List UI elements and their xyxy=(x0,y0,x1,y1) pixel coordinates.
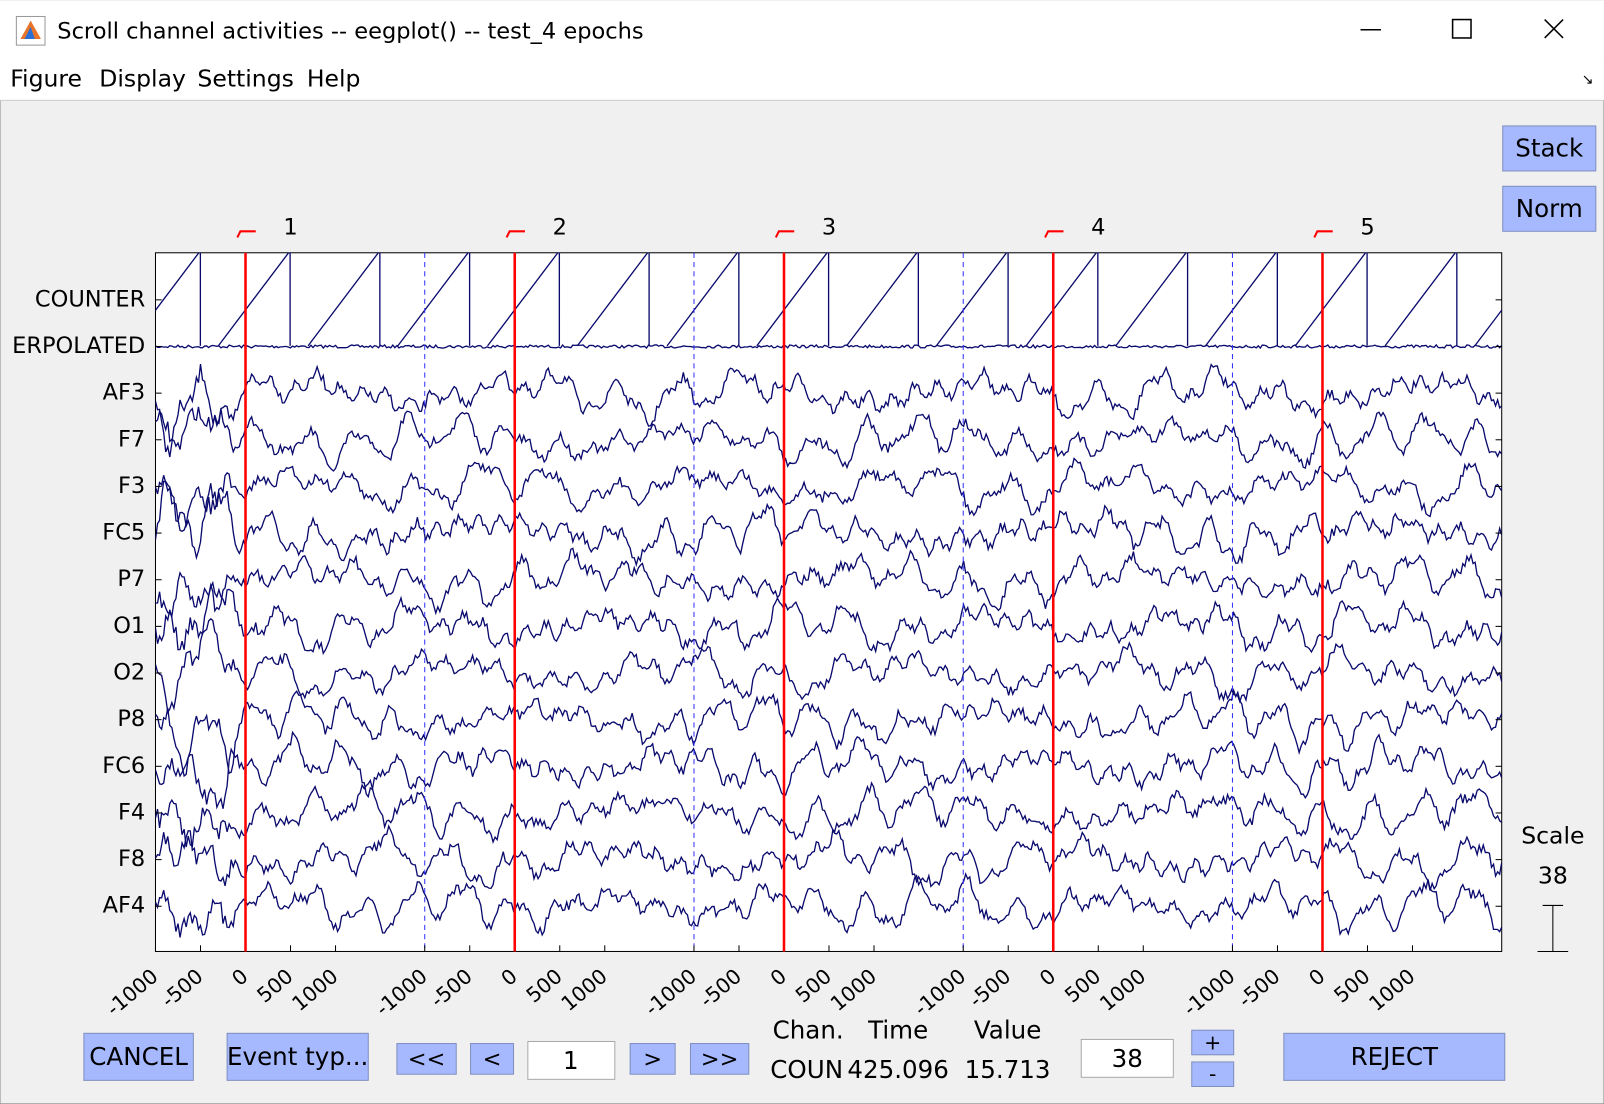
event-flag xyxy=(774,230,795,238)
reject-button[interactable] xyxy=(1283,1032,1506,1081)
eeg-trace xyxy=(155,687,1502,778)
menu-item[interactable]: Settings xyxy=(197,64,293,92)
traces xyxy=(155,252,1502,938)
channel-label: O1 xyxy=(113,613,145,639)
epoch-input-value: 1 xyxy=(563,1046,579,1075)
stack-button-label: Stack xyxy=(1515,133,1584,162)
scale-down-button-label: - xyxy=(1209,1062,1216,1086)
eeg-trace xyxy=(155,730,1502,810)
readout-value: COUN xyxy=(770,1055,843,1084)
channel-label: FC6 xyxy=(102,753,145,779)
window-title: Scroll channel activities -- eegplot() -… xyxy=(57,18,643,44)
eeg-trace xyxy=(155,480,1502,568)
stack-button[interactable] xyxy=(1502,125,1597,172)
scale-up-button-label: + xyxy=(1204,1031,1221,1055)
eeg-trace xyxy=(155,363,1502,458)
eeg-trace xyxy=(155,457,1502,532)
title-bar xyxy=(0,0,1604,59)
cancel-button-label: CANCEL xyxy=(89,1042,188,1071)
cancel-button[interactable] xyxy=(83,1032,194,1081)
prev-button-label: < xyxy=(483,1046,502,1072)
event-types-button-label: Event typ... xyxy=(227,1042,368,1071)
scale-value: 38 xyxy=(1538,861,1568,889)
channel-label: AF3 xyxy=(103,380,146,406)
channel-label: F8 xyxy=(118,846,145,872)
norm-button[interactable] xyxy=(1502,185,1597,232)
channel-label: P7 xyxy=(117,566,145,592)
scale-input[interactable] xyxy=(1080,1038,1174,1078)
next-button-label: > xyxy=(643,1046,662,1072)
menu-item[interactable]: Figure xyxy=(10,64,82,92)
epoch-input[interactable] xyxy=(527,1040,616,1080)
scale-down-button[interactable] xyxy=(1191,1061,1235,1088)
dock-icon[interactable]: ↘ xyxy=(1582,72,1594,88)
readout-header: Value xyxy=(974,1015,1041,1044)
eeg-trace xyxy=(155,547,1502,618)
readout-value: 425.096 xyxy=(847,1055,949,1084)
close-button[interactable] xyxy=(1544,19,1564,39)
eeg-trace xyxy=(155,343,1502,350)
first-button-label: << xyxy=(408,1046,446,1072)
eeg-trace xyxy=(155,618,1502,715)
epoch-number: 1 xyxy=(283,215,297,241)
channel-label: FC5 xyxy=(102,520,145,546)
reject-button-label: REJECT xyxy=(1351,1042,1439,1071)
last-button[interactable] xyxy=(689,1043,750,1075)
plot-area xyxy=(154,252,1503,952)
channel-label: ERPOLATED xyxy=(12,333,145,359)
next-button[interactable] xyxy=(629,1043,676,1075)
maximize-button[interactable] xyxy=(1451,18,1472,39)
norm-button-label: Norm xyxy=(1516,194,1583,223)
epoch-number: 2 xyxy=(553,215,567,241)
scale-label: Scale xyxy=(1521,821,1584,849)
app-icon xyxy=(15,15,46,46)
eeg-trace xyxy=(155,406,1502,472)
menu-item[interactable]: Display xyxy=(99,64,186,92)
eeg-trace xyxy=(155,778,1502,848)
menu-item[interactable]: Help xyxy=(307,64,361,92)
readout-header: Time xyxy=(867,1015,928,1044)
eeg-trace xyxy=(155,580,1502,655)
epoch-number: 4 xyxy=(1091,215,1105,241)
epoch-number: 5 xyxy=(1360,215,1374,241)
scale-input-value: 38 xyxy=(1112,1044,1143,1073)
epoch-number: 3 xyxy=(822,215,836,241)
prev-button[interactable] xyxy=(470,1043,515,1075)
channel-label: P8 xyxy=(117,706,145,732)
channel-label: F3 xyxy=(118,473,145,499)
eeg-trace xyxy=(155,824,1502,891)
eeg-trace xyxy=(155,872,1502,938)
readout-value: 15.713 xyxy=(965,1055,1051,1084)
event-flag xyxy=(1313,230,1333,238)
scale-up-button[interactable] xyxy=(1191,1029,1235,1056)
channel-label: O2 xyxy=(113,660,145,686)
channel-label: COUNTER xyxy=(35,286,145,312)
last-button-label: >> xyxy=(701,1046,739,1072)
channel-label: F4 xyxy=(118,799,145,825)
event-types-button[interactable] xyxy=(226,1032,369,1081)
readout-header: Chan. xyxy=(773,1015,844,1044)
menu-bar xyxy=(0,58,1604,101)
event-flag xyxy=(505,230,525,238)
first-button[interactable] xyxy=(396,1043,457,1075)
event-flag xyxy=(236,230,256,238)
channel-label: F7 xyxy=(118,426,145,452)
channel-label: AF4 xyxy=(103,893,146,919)
event-flag xyxy=(1044,230,1064,238)
